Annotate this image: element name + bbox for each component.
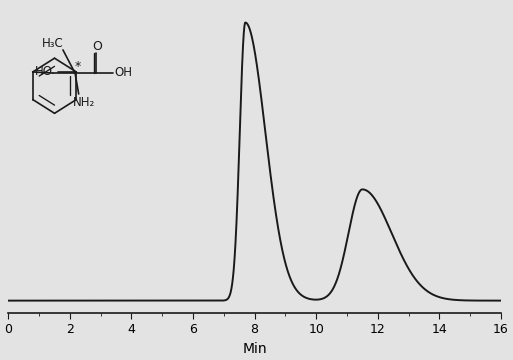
X-axis label: Min: Min [242,342,267,356]
